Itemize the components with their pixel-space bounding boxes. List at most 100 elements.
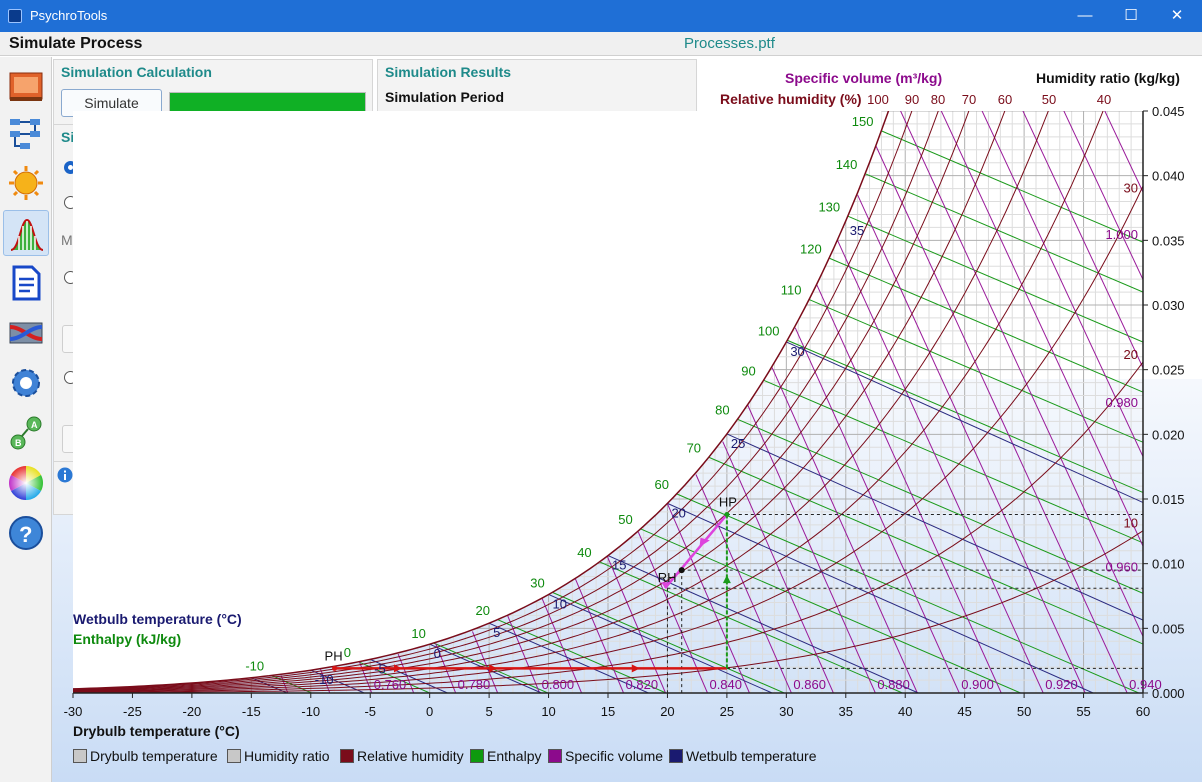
year-result-radio[interactable]: [64, 161, 77, 174]
day-day-value[interactable]: 01: [199, 325, 229, 353]
day-day-plus-button[interactable]: +: [232, 325, 260, 353]
hour-day-minus-button[interactable]: -: [166, 425, 194, 453]
legend-enthalpy[interactable]: Enthalpy: [470, 748, 541, 768]
day-month-value[interactable]: 01: [95, 325, 125, 353]
hour-month-plus-button[interactable]: +: [128, 425, 156, 453]
humidity-ratio-value: 0.002kg/kg: [545, 364, 614, 380]
hour-day-value[interactable]: 01: [199, 425, 229, 453]
ambient-title: Ambient Air Condition at maximum capacit…: [385, 289, 679, 305]
relative-humidity-title: Relative humidity (%): [720, 91, 862, 107]
nav-colors-button[interactable]: [3, 460, 49, 506]
day-result-radio[interactable]: [64, 271, 77, 284]
legend-swatch: [669, 749, 683, 763]
window-title: PsychroTools: [30, 8, 108, 23]
hour-month-value[interactable]: 01: [95, 425, 125, 453]
nav-report-button[interactable]: [3, 260, 49, 306]
nav-simulate-button[interactable]: [3, 210, 49, 256]
day-month-label: Month: [91, 299, 130, 315]
wetbulb-axis-label: Wetbulb temperature (°C): [73, 611, 242, 627]
day-day-minus-button[interactable]: -: [166, 325, 194, 353]
file-name: Processes.ptf: [684, 35, 775, 52]
enthalpy-axis-label: Enthalpy (kJ/kg): [73, 631, 182, 647]
year-result-label: Year result: [83, 159, 155, 175]
relative-humidity-label: Relative humidity: [385, 339, 492, 355]
to-label: To: [385, 139, 400, 155]
legend-drybulb[interactable]: Drybulb temperature: [73, 748, 218, 768]
settings-gear-icon: [12, 369, 40, 397]
nav-settings-button[interactable]: [3, 360, 49, 406]
process-flow-icon: [10, 119, 40, 149]
document-icon: [12, 265, 41, 301]
to-value: 23:00, 31 December: [545, 139, 672, 155]
results-title: Simulation Results: [385, 64, 512, 80]
divider: [54, 461, 372, 462]
hour-hour-minus-button[interactable]: -: [270, 425, 298, 453]
svg-text:?: ?: [19, 522, 32, 547]
nav-help-button[interactable]: ?: [3, 510, 49, 556]
hour-day-plus-button[interactable]: +: [232, 425, 260, 453]
help-icon: ?: [9, 516, 43, 550]
period-title: Simulation Period: [385, 89, 505, 105]
latent-capacity-label: Latent capacity: [385, 239, 480, 255]
heat-exchanger-icon: [9, 322, 43, 344]
simulate-button[interactable]: Simulate: [61, 89, 162, 117]
capacities-title: Capacities needed in selected period: [385, 189, 631, 205]
legend-humidity-ratio[interactable]: Humidity ratio: [227, 748, 330, 768]
month-minus-button[interactable]: -: [166, 225, 194, 253]
close-button[interactable]: ✕: [1170, 7, 1184, 24]
relative-humidity-value: 99.4%: [545, 339, 585, 355]
legend-relative-humidity[interactable]: Relative humidity: [340, 748, 464, 768]
month-result-radio[interactable]: [64, 196, 77, 209]
color-wheel-icon: [9, 466, 43, 500]
month-plus-button[interactable]: +: [232, 225, 260, 253]
nav-ab-process-button[interactable]: A B: [3, 410, 49, 456]
legend-swatch: [73, 749, 87, 763]
simulation-settings-panel: Simulation Calculation Simulate Simulati…: [53, 59, 373, 515]
month-value[interactable]: 01: [199, 225, 229, 253]
page-header: Simulate Process Processes.ptf: [0, 32, 1202, 56]
drybulb-label: Drybulb temperature: [385, 314, 513, 330]
nav-heat-exchanger-button[interactable]: [3, 310, 49, 356]
app-icon: [8, 9, 22, 23]
from-label: From: [385, 114, 418, 130]
day-result-label: Day result: [83, 269, 151, 285]
nav-process-flow-button[interactable]: [3, 110, 49, 156]
max-capacity-value: 06:00, 05 January: [545, 164, 658, 180]
sensible-capacity-label: Sensible capacity: [385, 214, 494, 230]
legend-swatch: [470, 749, 484, 763]
svg-text:A: A: [31, 420, 38, 430]
from-value: 00:00, 01 January: [545, 114, 658, 130]
separator: [265, 419, 266, 459]
nav-weather-button[interactable]: [3, 160, 49, 206]
nav-building-button[interactable]: [3, 62, 49, 108]
hour-month-minus-button[interactable]: -: [62, 425, 90, 453]
simulation-results-panel: Simulation Results Simulation Period Fro…: [377, 59, 697, 383]
total-capacity-label: Total capacity: [385, 264, 470, 280]
hour-result-radio[interactable]: [64, 371, 77, 384]
hour-month-label: Month: [91, 399, 130, 415]
hour-hour-label: Hour: [298, 399, 329, 415]
separator: [161, 319, 162, 359]
humidity-ratio-title: Humidity ratio (kg/kg): [1036, 70, 1180, 86]
page-title: Simulate Process: [9, 35, 143, 52]
day-day-label: Day: [203, 299, 228, 315]
hour-hour-plus-button[interactable]: +: [336, 425, 364, 453]
legend-swatch: [340, 749, 354, 763]
ab-process-icon: A B: [10, 416, 42, 450]
window-titlebar: PsychroTools — ☐ ✕: [0, 0, 1202, 32]
simulation-progress-fill: [170, 93, 365, 114]
hour-hour-value[interactable]: 00: [303, 425, 333, 453]
day-month-minus-button[interactable]: -: [62, 325, 90, 353]
info-icon: [57, 467, 73, 483]
svg-text:B: B: [15, 438, 22, 448]
maximize-button[interactable]: ☐: [1124, 7, 1138, 24]
legend-specific-volume[interactable]: Specific volume: [548, 748, 663, 768]
minimize-button[interactable]: —: [1077, 7, 1093, 24]
max-capacity-label: Maximum capacity at: [385, 164, 517, 180]
day-month-plus-button[interactable]: +: [128, 325, 156, 353]
results-settings-title: Simulation Results Settings: [61, 129, 247, 145]
specific-volume-title: Specific volume (m³/kg): [785, 70, 943, 86]
legend-wetbulb[interactable]: Wetbulb temperature: [669, 748, 816, 768]
x-axis-label: Drybulb temperature (°C): [73, 723, 240, 739]
latent-capacity-value: 43377.5kW: [545, 239, 616, 255]
